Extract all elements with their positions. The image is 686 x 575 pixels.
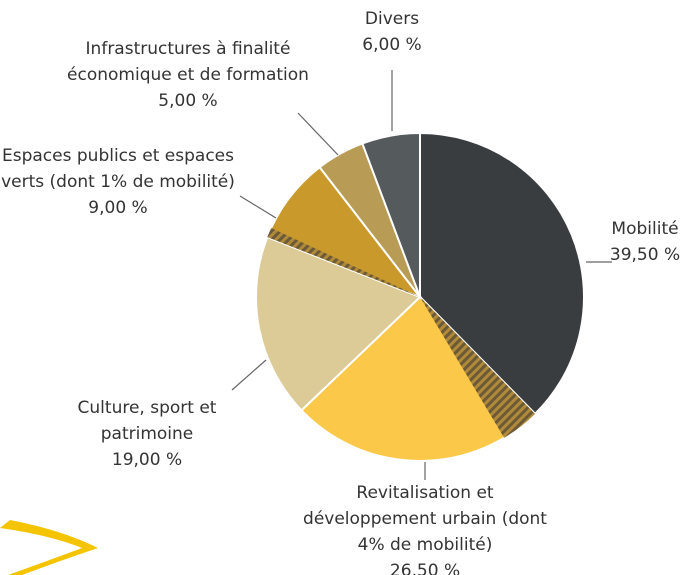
hatched-share: [267, 228, 420, 297]
category-label: Infrastructures à finalité économique et…: [67, 39, 309, 85]
slice-label: Revitalisation et développement urbain (…: [295, 480, 555, 575]
leader-line: [297, 112, 339, 156]
category-label: Espaces publics et espaces verts (dont 1…: [1, 146, 235, 192]
pie-slice: [361, 131, 421, 298]
value-label: 39,50 %: [609, 245, 681, 265]
pie-slice: [419, 131, 585, 416]
value-label: 26,50 %: [389, 561, 461, 575]
logo: [0, 520, 98, 575]
slice-label: Infrastructures à finalité économique et…: [63, 36, 313, 114]
leader-line: [239, 195, 277, 219]
slice-label: Divers 6,00 %: [347, 6, 437, 58]
category-label: Mobilité: [611, 219, 679, 239]
value-label: 6,00 %: [362, 35, 422, 55]
slice-label: Mobilité 39,50 %: [600, 216, 686, 268]
value-label: 19,00 %: [111, 450, 183, 470]
pie-slice: [255, 235, 422, 412]
value-label: 5,00 %: [158, 91, 218, 111]
slice-label: Espaces publics et espaces verts (dont 1…: [0, 143, 238, 221]
category-label: Revitalisation et développement urbain (…: [303, 483, 547, 555]
slice-label: Culture, sport et patrimoine 19,00 %: [47, 395, 247, 473]
hatched-share: [420, 297, 536, 438]
leader-line: [231, 359, 267, 391]
category-label: Divers: [364, 9, 420, 29]
value-label: 9,00 %: [88, 198, 148, 218]
category-label: Culture, sport et patrimoine: [77, 398, 217, 444]
